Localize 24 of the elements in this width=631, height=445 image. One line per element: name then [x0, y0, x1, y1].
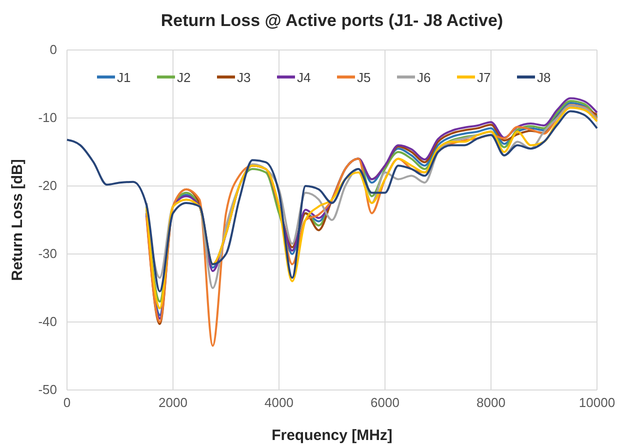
x-tick-label: 4000: [264, 395, 294, 410]
legend-label: J8: [537, 70, 551, 85]
x-tick-label: 10000: [578, 395, 616, 410]
x-axis-title: Frequency [MHz]: [272, 427, 392, 444]
legend-label: J3: [237, 70, 251, 85]
legend-label: J1: [117, 70, 131, 85]
x-tick-label: 6000: [370, 395, 400, 410]
legend-label: J6: [417, 70, 431, 85]
legend-label: J7: [477, 70, 491, 85]
x-tick-label: 0: [63, 395, 71, 410]
y-tick-label: -40: [38, 314, 57, 330]
y-tick-label: -50: [38, 382, 57, 398]
x-tick-label: 8000: [476, 395, 506, 410]
y-axis-title: Return Loss [dB]: [9, 159, 26, 281]
line-series: [66, 110, 598, 292]
x-tick-label: 2000: [158, 395, 188, 410]
y-tick-label: -20: [38, 178, 57, 194]
y-tick-label: 0: [50, 42, 57, 58]
legend-label: J4: [297, 70, 311, 85]
legend-label: J5: [357, 70, 371, 85]
y-tick-label: -10: [38, 110, 57, 126]
chart-title: Return Loss @ Active ports (J1- J8 Active): [160, 11, 504, 30]
y-tick-label: -30: [38, 246, 57, 262]
legend-label: J2: [177, 70, 191, 85]
